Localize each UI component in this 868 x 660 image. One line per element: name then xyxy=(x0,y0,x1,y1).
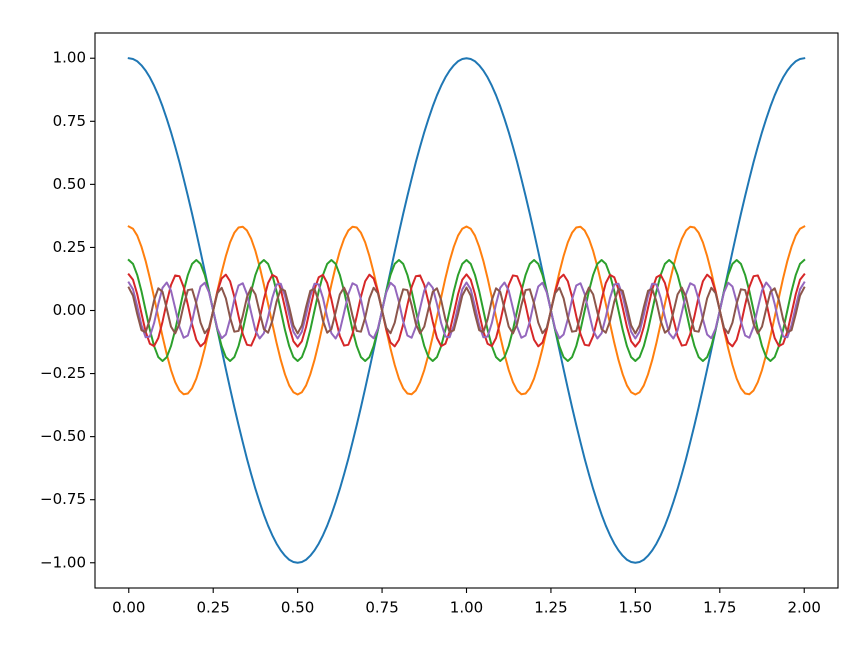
x-tick-label: 1.75 xyxy=(703,599,736,617)
y-tick-label: 0.75 xyxy=(53,112,86,130)
y-tick-label: 1.00 xyxy=(53,49,86,67)
x-tick-label: 1.00 xyxy=(450,599,483,617)
y-tick-label: 0.00 xyxy=(53,301,86,319)
x-tick-label: 0.25 xyxy=(197,599,230,617)
plot-frame xyxy=(94,32,839,589)
y-tick-label: −0.50 xyxy=(40,427,86,445)
y-tick-label: −0.25 xyxy=(40,364,86,382)
x-tick-label: 2.00 xyxy=(788,599,821,617)
line-series xyxy=(127,258,806,362)
line-series xyxy=(127,286,806,335)
x-tick-label: 0.00 xyxy=(112,599,145,617)
x-tick-label: 1.25 xyxy=(534,599,567,617)
y-tick-label: −1.00 xyxy=(40,553,86,571)
line-series xyxy=(127,273,806,348)
line-series xyxy=(127,225,806,396)
y-tick-label: 0.50 xyxy=(53,175,86,193)
y-tick-label: 0.25 xyxy=(53,238,86,256)
line-series xyxy=(127,281,806,340)
x-tick-label: 1.50 xyxy=(619,599,652,617)
x-tick-label: 0.75 xyxy=(365,599,398,617)
line-series xyxy=(127,57,806,564)
x-tick-label: 0.50 xyxy=(281,599,314,617)
y-tick-label: −0.75 xyxy=(40,490,86,508)
